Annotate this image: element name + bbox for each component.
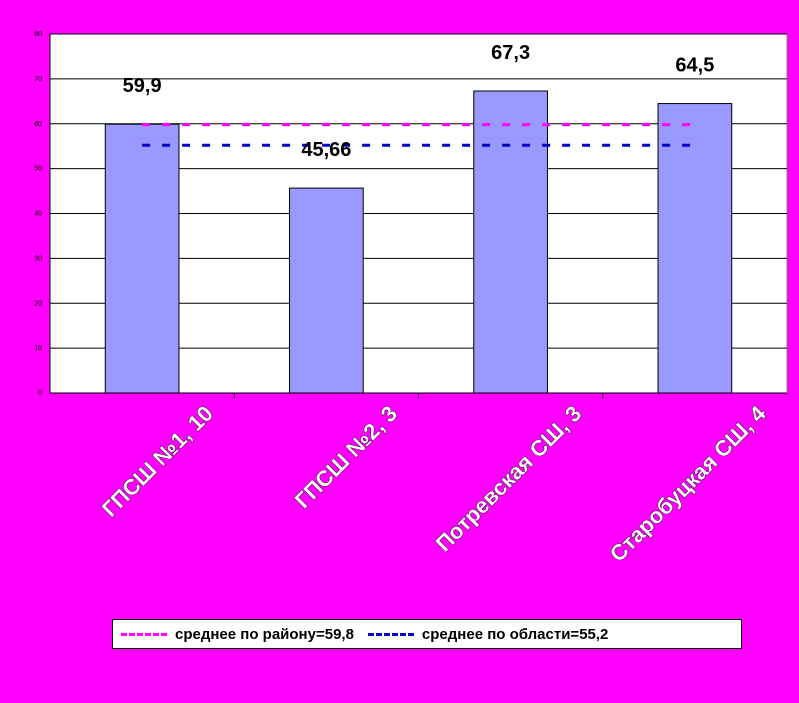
data-label-2: 45,66 [301, 139, 351, 161]
legend-item-district: среднее по району=59,8 [121, 626, 354, 643]
bar-3 [473, 90, 548, 394]
y-tick-label: 70 [34, 76, 42, 83]
bar-4 [657, 103, 733, 394]
legend-item-region: среднее по области=55,2 [367, 625, 609, 643]
category-label-1: ГПСШ №1, 10 [97, 401, 218, 522]
category-label-2: ГПСШ №2, 3 [290, 401, 402, 513]
y-tick-label: 60 [34, 121, 42, 128]
legend-label-region: среднее по области=55,2 [421, 625, 609, 643]
legend-swatch-district [121, 632, 167, 636]
category-label-3: Потревская СШ, 3 [431, 401, 587, 557]
y-tick-label: 10 [34, 345, 42, 352]
y-tick-label: 0 [38, 390, 42, 397]
y-tick-label: 40 [34, 211, 42, 218]
data-label-4: 64,5 [675, 55, 714, 77]
legend-label-district: среднее по району=59,8 [175, 625, 354, 643]
y-tick-label: 20 [34, 300, 42, 307]
y-tick-label: 50 [34, 166, 42, 173]
data-label-3: 67,3 [491, 42, 530, 64]
bar-2 [289, 187, 364, 394]
y-tick-label: 30 [34, 255, 42, 262]
category-label-4: Старобуцкая СШ, 4 [605, 400, 771, 566]
y-tick-label: 80 [34, 31, 42, 38]
bar-1 [104, 123, 180, 394]
data-label-1: 59,9 [123, 75, 162, 97]
legend-swatch-region [367, 632, 414, 636]
chart-legend: среднее по району=59,8 среднее по област… [112, 619, 742, 649]
